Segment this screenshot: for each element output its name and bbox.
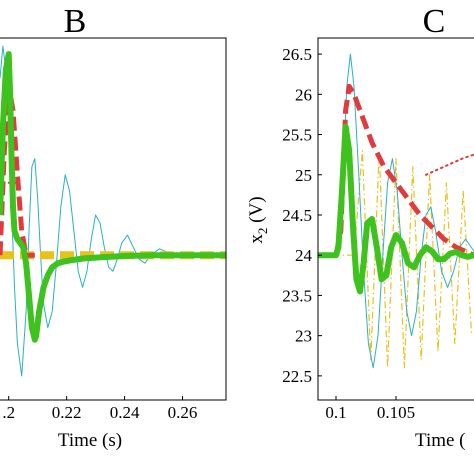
panel-c-label: C — [423, 3, 446, 40]
panel-c-y-label-x: x — [246, 234, 267, 244]
panel-c-y-axis-label: x2 (V) — [246, 196, 270, 243]
panel-c-y-tick-label: 24 — [295, 246, 313, 265]
panel-b-frame — [0, 37, 227, 401]
panel-c-y-label-unit: (V) — [246, 196, 267, 227]
panel-b: B .2 0.22 0.24 0.26 Time (s) — [0, 3, 227, 451]
panel-b-x-tick-label: 0.26 — [168, 403, 198, 422]
panel-b-x-tick-label: 0.24 — [110, 403, 140, 422]
panel-c-y-tick-label: 23.5 — [282, 286, 312, 305]
panel-c-series-4-line — [318, 123, 474, 295]
panel-c-y-label-subscript: 2 — [255, 228, 270, 235]
panel-b-series-4-line — [0, 51, 226, 343]
panel-b-x-tick-label: 0.22 — [52, 403, 82, 422]
panel-c: C 0.1 0.105 22.5 23 23.5 24 24.5 25 25.5 26 26.5 T… — [246, 3, 474, 451]
panel-c-y-tick-label: 26 — [295, 85, 312, 104]
panel-c-x-axis-label: Time ( — [415, 430, 466, 451]
panel-c-x-tick-label: 0.105 — [377, 403, 415, 422]
panel-c-y-tick-label: 26.5 — [282, 45, 312, 64]
panel-c-series-1-line — [318, 53, 474, 369]
panel-c-y-tick-label: 22.5 — [282, 367, 312, 386]
panel-b-label: B — [64, 3, 87, 40]
panel-c-y-tick-label: 23 — [295, 327, 312, 346]
panel-b-x-tick-label: .2 — [2, 403, 15, 422]
panel-c-series-3-line — [425, 153, 474, 176]
panel-c-y-tick-label: 25.5 — [282, 126, 312, 145]
panel-b-x-axis-label: Time (s) — [58, 430, 122, 451]
panel-c-y-tick-label: 24.5 — [282, 206, 312, 225]
panel-c-y-tick-label: 25 — [295, 166, 312, 185]
panel-c-x-tick-label: 0.1 — [325, 403, 346, 422]
panel-c-frame — [317, 37, 474, 401]
panel-b-series-0-line — [0, 45, 226, 377]
